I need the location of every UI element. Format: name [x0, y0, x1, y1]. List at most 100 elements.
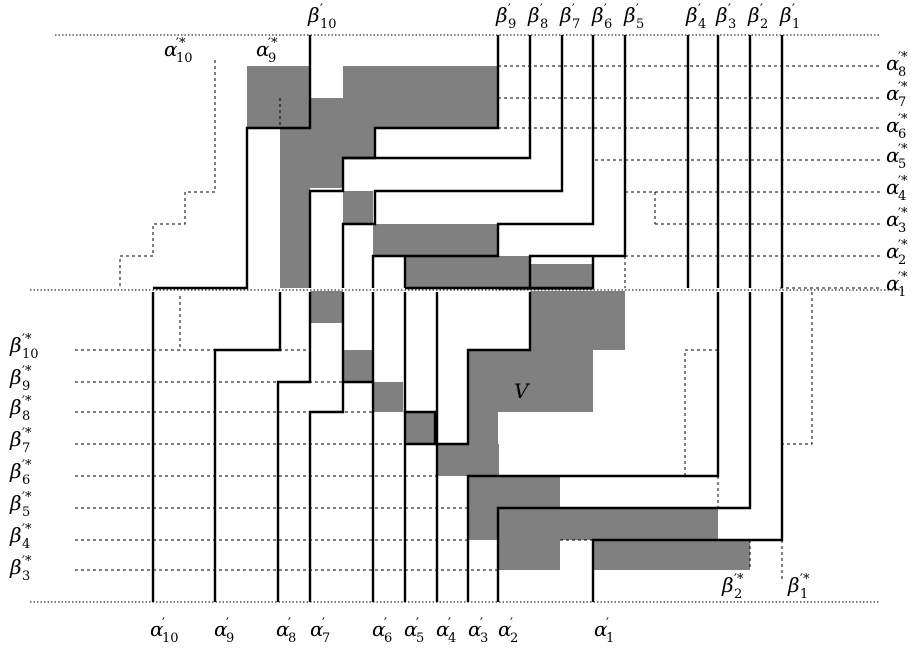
svg-text:′: ′	[540, 2, 543, 17]
top-label: β ′3	[715, 2, 736, 32]
svg-text:α: α	[310, 617, 324, 641]
svg-text:β: β	[307, 3, 320, 27]
svg-text:2: 2	[760, 17, 768, 32]
bottom-label: α′7	[310, 616, 330, 646]
svg-text:′: ′	[792, 2, 795, 17]
right-label: α′*4	[886, 174, 908, 204]
svg-text:′*: ′*	[898, 206, 908, 221]
svg-text:′*: ′*	[22, 554, 32, 569]
bottom-label: α′8	[276, 616, 296, 646]
inner-top-label: α′*9	[256, 36, 278, 66]
svg-text:9: 9	[22, 379, 30, 394]
shade-region-v	[468, 291, 625, 476]
left-label: β ′*4	[9, 522, 32, 552]
svg-text:5: 5	[416, 631, 424, 646]
right-label: α′*8	[886, 50, 908, 80]
right-label: α′*6	[886, 112, 908, 142]
svg-text:8: 8	[898, 65, 906, 80]
svg-text:′*: ′*	[898, 112, 908, 127]
svg-text:8: 8	[288, 631, 296, 646]
svg-text:1: 1	[898, 285, 906, 300]
dashed-guides-upper	[119, 60, 880, 289]
shade-block	[280, 98, 310, 288]
svg-text:β: β	[591, 3, 604, 27]
svg-text:′: ′	[604, 2, 607, 17]
shaded-regions	[247, 66, 750, 570]
svg-text:α: α	[594, 617, 608, 641]
top-label: β ′1	[779, 2, 800, 32]
inner-bottom-label: β ′*1	[787, 572, 810, 602]
svg-text:9: 9	[226, 631, 234, 646]
bottom-label: α′9	[214, 616, 234, 646]
bottom-label: α′10	[150, 616, 179, 646]
left-labels: β ′*10β ′*9β ′*8β ′*7β ′*6β ′*5β ′*4β ′*3	[9, 332, 39, 584]
svg-text:′*: ′*	[268, 36, 278, 51]
svg-text:5: 5	[22, 505, 30, 520]
left-label: β ′*10	[9, 332, 39, 362]
svg-text:′*: ′*	[898, 142, 908, 157]
right-labels: α′*8α′*7α′*6α′*5α′*4α′*3α′*2α′*1	[886, 50, 908, 300]
svg-text:3: 3	[898, 221, 906, 236]
svg-text:6: 6	[604, 17, 612, 32]
svg-text:7: 7	[572, 17, 580, 32]
svg-text:β: β	[685, 3, 698, 27]
svg-text:α: α	[886, 271, 900, 295]
svg-text:β: β	[9, 523, 22, 547]
svg-text:′: ′	[510, 616, 513, 631]
shade-block	[343, 350, 373, 382]
bottom-label: α′6	[372, 616, 392, 646]
svg-text:β: β	[715, 3, 728, 27]
svg-text:5: 5	[898, 157, 906, 172]
svg-text:α: α	[256, 37, 270, 61]
svg-text:8: 8	[540, 17, 548, 32]
svg-text:′: ′	[636, 2, 639, 17]
svg-text:′: ′	[322, 616, 325, 631]
shade-block	[498, 264, 593, 290]
svg-text:′*: ′*	[22, 490, 32, 505]
svg-text:3: 3	[728, 17, 736, 32]
svg-text:6: 6	[384, 631, 392, 646]
svg-text:′: ′	[698, 2, 701, 17]
svg-text:′*: ′*	[734, 572, 744, 587]
svg-text:α: α	[886, 81, 900, 105]
svg-text:′: ′	[384, 616, 387, 631]
svg-text:β: β	[721, 573, 734, 597]
top-label: β ′6	[591, 2, 612, 32]
svg-text:α: α	[150, 617, 164, 641]
region-v-label: V	[514, 379, 531, 403]
svg-text:α: α	[214, 617, 228, 641]
svg-text:′*: ′*	[22, 364, 32, 379]
svg-text:9: 9	[268, 51, 276, 66]
svg-text:α: α	[164, 37, 178, 61]
right-label: α′*5	[886, 142, 908, 172]
svg-text:β: β	[527, 3, 540, 27]
svg-text:′*: ′*	[898, 270, 908, 285]
top-label: β ′9	[495, 2, 516, 32]
svg-text:5: 5	[636, 17, 644, 32]
svg-text:α: α	[468, 617, 482, 641]
left-label: β ′*8	[9, 394, 32, 424]
left-label: β ′*7	[9, 426, 32, 456]
right-label: α′*3	[886, 206, 908, 236]
left-label: β ′*9	[9, 364, 32, 394]
shade-block	[310, 128, 375, 158]
svg-text:α: α	[886, 143, 900, 167]
svg-text:′: ′	[448, 616, 451, 631]
right-label: α′*7	[886, 80, 908, 110]
svg-text:′: ′	[320, 2, 323, 17]
bottom-label: α′2	[498, 616, 518, 646]
svg-text:′: ′	[728, 2, 731, 17]
svg-text:10: 10	[162, 631, 179, 646]
left-label: β ′*6	[9, 458, 32, 488]
thick-paths-lower	[151, 292, 784, 602]
svg-text:7: 7	[22, 441, 30, 456]
inner-bottom-label: β ′*2	[721, 572, 744, 602]
bottom-label: α′5	[404, 616, 424, 646]
shade-block	[498, 508, 718, 540]
svg-text:β: β	[9, 459, 22, 483]
svg-text:β: β	[9, 365, 22, 389]
svg-text:′: ′	[572, 2, 575, 17]
svg-text:7: 7	[322, 631, 330, 646]
svg-text:α: α	[372, 617, 386, 641]
svg-text:′*: ′*	[898, 50, 908, 65]
